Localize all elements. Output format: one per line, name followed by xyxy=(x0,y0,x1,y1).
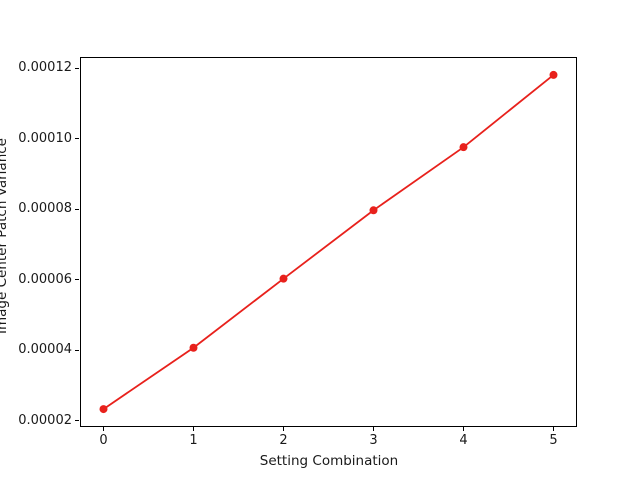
data-point xyxy=(279,274,288,283)
x-tick-mark xyxy=(283,427,284,431)
line-series xyxy=(99,70,558,414)
y-tick-label: 0.00004 xyxy=(18,342,72,358)
data-point xyxy=(369,206,378,215)
y-tick-mark xyxy=(75,208,79,210)
y-axis-label: Image Center Patch Variance xyxy=(0,138,10,334)
data-point xyxy=(189,343,198,352)
y-tick-label: 0.00008 xyxy=(18,201,72,217)
x-tick-label: 1 xyxy=(189,433,198,448)
x-tick-label: 4 xyxy=(459,433,468,448)
x-tick-label: 0 xyxy=(99,433,108,448)
x-tick-label: 5 xyxy=(549,433,558,448)
x-tick-mark xyxy=(193,427,194,431)
x-tick-mark xyxy=(103,427,104,431)
plot-area xyxy=(80,57,577,427)
x-tick-mark xyxy=(553,427,554,431)
y-tick-mark xyxy=(75,279,79,281)
y-tick-label: 0.00006 xyxy=(18,271,72,287)
y-tick-label: 0.00012 xyxy=(18,60,72,76)
x-tick-mark xyxy=(373,427,374,431)
data-point xyxy=(549,70,558,79)
x-tick-label: 2 xyxy=(279,433,288,448)
x-axis-label: Setting Combination xyxy=(259,453,399,469)
x-tick-label: 3 xyxy=(369,433,378,448)
x-tick-mark xyxy=(463,427,464,431)
y-tick-mark xyxy=(75,138,79,140)
y-tick-label: 0.00002 xyxy=(18,412,72,428)
series-line xyxy=(102,74,555,410)
y-tick-mark xyxy=(75,67,79,69)
y-tick-mark xyxy=(75,420,79,422)
y-tick-mark xyxy=(75,349,79,351)
y-tick-label: 0.00010 xyxy=(18,130,72,146)
data-point xyxy=(99,405,108,414)
data-point xyxy=(459,143,468,152)
